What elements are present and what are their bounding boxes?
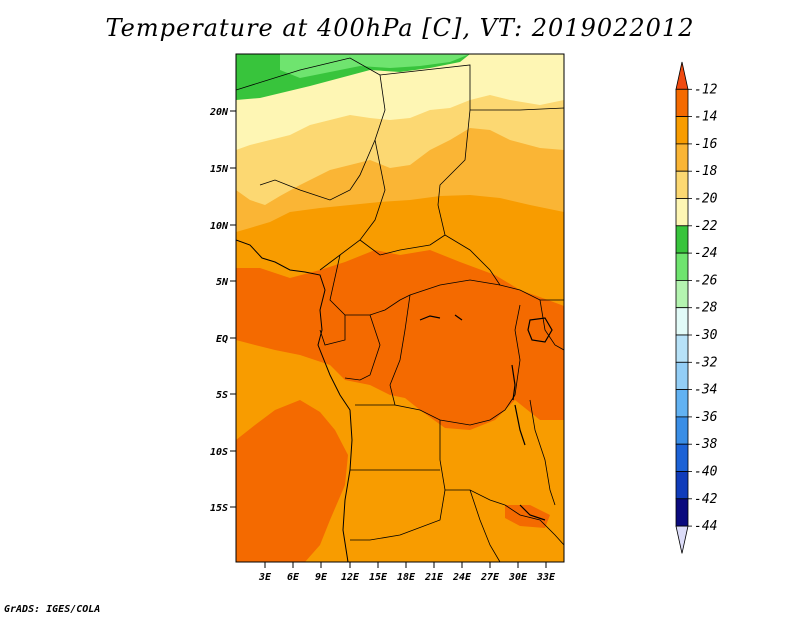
colorbar-label: -26	[694, 273, 718, 288]
lon-label: 15E	[369, 572, 388, 583]
grads-credit: GrADS: IGES/COLA	[4, 604, 101, 615]
colorbar-label: -22	[694, 219, 718, 234]
colorbar-label: -32	[694, 355, 718, 370]
temperature-field	[236, 54, 564, 562]
colorbar-cap-bottom	[675, 525, 689, 554]
lon-label: 18E	[397, 572, 416, 583]
lon-label: 24E	[452, 572, 472, 583]
colorbar-box	[675, 279, 689, 309]
lat-label: 10S	[210, 447, 228, 458]
lon-label: 9E	[315, 572, 328, 583]
latitude-axis: 20N 15N 10N 5N EQ 5S 10S 15S	[209, 107, 236, 514]
lon-label: 12E	[341, 572, 360, 583]
colorbar-box	[675, 498, 689, 527]
lon-label: 3E	[258, 572, 272, 583]
country-borders	[236, 57, 564, 562]
lat-label: 5N	[216, 277, 229, 288]
colorbar-box	[675, 334, 689, 363]
colorbar-box	[675, 198, 689, 227]
colorbar-label: -42	[694, 492, 718, 507]
colorbar-label: -44	[694, 519, 717, 534]
colorbar-label: -36	[694, 410, 718, 425]
lat-label: EQ	[216, 334, 228, 345]
lon-label: 6E	[287, 572, 300, 583]
colorbar-label: -24	[694, 246, 717, 261]
map-title: Temperature at 400hPa [C], VT: 201902201…	[105, 14, 695, 42]
lon-label: 21E	[424, 572, 444, 583]
lon-label: 30E	[508, 572, 528, 583]
lat-label: 10N	[210, 221, 229, 232]
colorbar-box	[675, 170, 689, 199]
lat-label: 15S	[210, 503, 228, 514]
lat-label: 20N	[209, 107, 229, 118]
colorbar-box	[675, 252, 689, 281]
lon-label: 27E	[480, 572, 500, 583]
colorbar-box	[675, 307, 689, 336]
colorbar-label: -18	[694, 164, 718, 179]
colorbar-box	[675, 361, 689, 390]
colorbar-label: -38	[694, 437, 718, 452]
map-frame	[235, 53, 565, 563]
field-band-26	[280, 54, 470, 78]
lon-label: 33E	[536, 572, 556, 583]
lakes	[419, 314, 553, 521]
colorbar-box	[675, 143, 689, 172]
colorbar-label: -30	[694, 328, 718, 343]
colorbar-label: -20	[694, 192, 718, 207]
colorbar-label: -40	[694, 465, 718, 480]
longitude-axis: 3E 6E 9E 12E 15E 18E 21E 24E 27E 30E 33E	[258, 562, 556, 583]
colorbar-box	[675, 443, 689, 472]
colorbar-box	[675, 116, 689, 145]
colorbar-box	[675, 88, 689, 118]
colorbar-box	[675, 225, 689, 254]
colorbar-box	[675, 389, 689, 418]
lat-label: 15N	[210, 164, 229, 175]
colorbar-label: -14	[694, 110, 717, 125]
colorbar-box	[675, 416, 689, 445]
colorbar-box	[675, 471, 689, 500]
colorbar-label: -12	[694, 82, 718, 97]
field-band-14-central	[236, 250, 564, 430]
colorbar-cap-top	[675, 61, 689, 90]
field-band-14-south	[236, 400, 348, 562]
colorbar-label: -28	[694, 301, 718, 316]
lat-label: 5S	[216, 390, 228, 401]
colorbar-label: -16	[694, 137, 718, 152]
colorbar: -12 -14 -16 -18 -20 -22 -24 -26 -28 -30 -32 -34 -36 -…	[675, 61, 718, 554]
colorbar-label: -34	[694, 383, 717, 398]
